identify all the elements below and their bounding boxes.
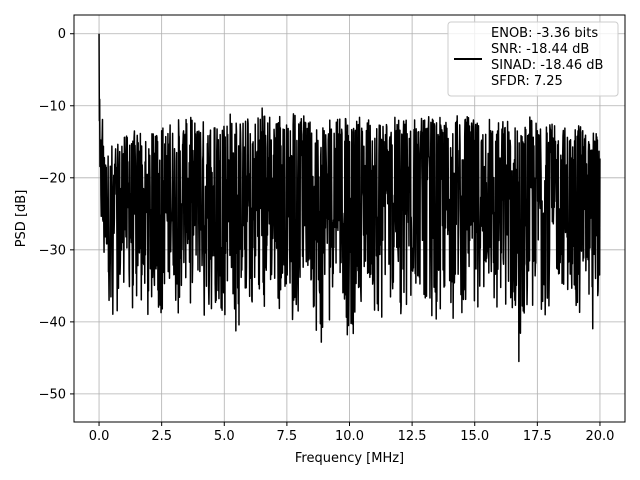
y-tick-label: −20 (39, 171, 66, 186)
y-axis-ticks: 0 −10 −20 −30 −40 −50 (39, 27, 74, 402)
x-tick-label: 17.5 (523, 429, 552, 444)
x-tick-label: 12.5 (398, 429, 427, 444)
x-tick-label: 0.0 (89, 429, 110, 444)
y-axis-label: PSD [dB] (14, 190, 29, 248)
x-tick-label: 20.0 (585, 429, 614, 444)
legend-label: ENOB: -3.36 bits SNR: -18.44 dB SINAD: -18… (491, 26, 603, 89)
y-tick-label: −40 (39, 315, 66, 330)
x-tick-label: 2.5 (151, 429, 172, 444)
legend-label-line: SFDR: 7.25 (491, 74, 563, 89)
legend-label-line: ENOB: -3.36 bits (491, 26, 598, 41)
legend-label-line: SINAD: -18.46 dB (491, 58, 603, 73)
series-group (98, 33, 601, 363)
legend-label-line: SNR: -18.44 dB (491, 42, 589, 57)
x-axis-ticks: 0.0 2.5 5.0 7.5 10.0 12.5 15.0 17.5 20.0 (89, 422, 614, 444)
psd-line (98, 33, 601, 363)
x-tick-label: 10.0 (335, 429, 364, 444)
legend-box (447, 21, 619, 97)
y-tick-label: −10 (39, 99, 66, 114)
x-axis-label: Frequency [MHz] (295, 451, 404, 466)
legend: ENOB: -3.36 bits SNR: -18.44 dB SINAD: -18… (447, 21, 619, 97)
y-tick-label: −30 (39, 243, 66, 258)
x-tick-label: 5.0 (214, 429, 235, 444)
x-tick-label: 7.5 (277, 429, 298, 444)
y-tick-label: 0 (58, 27, 66, 42)
y-tick-label: −50 (39, 387, 66, 402)
x-tick-label: 15.0 (460, 429, 489, 444)
